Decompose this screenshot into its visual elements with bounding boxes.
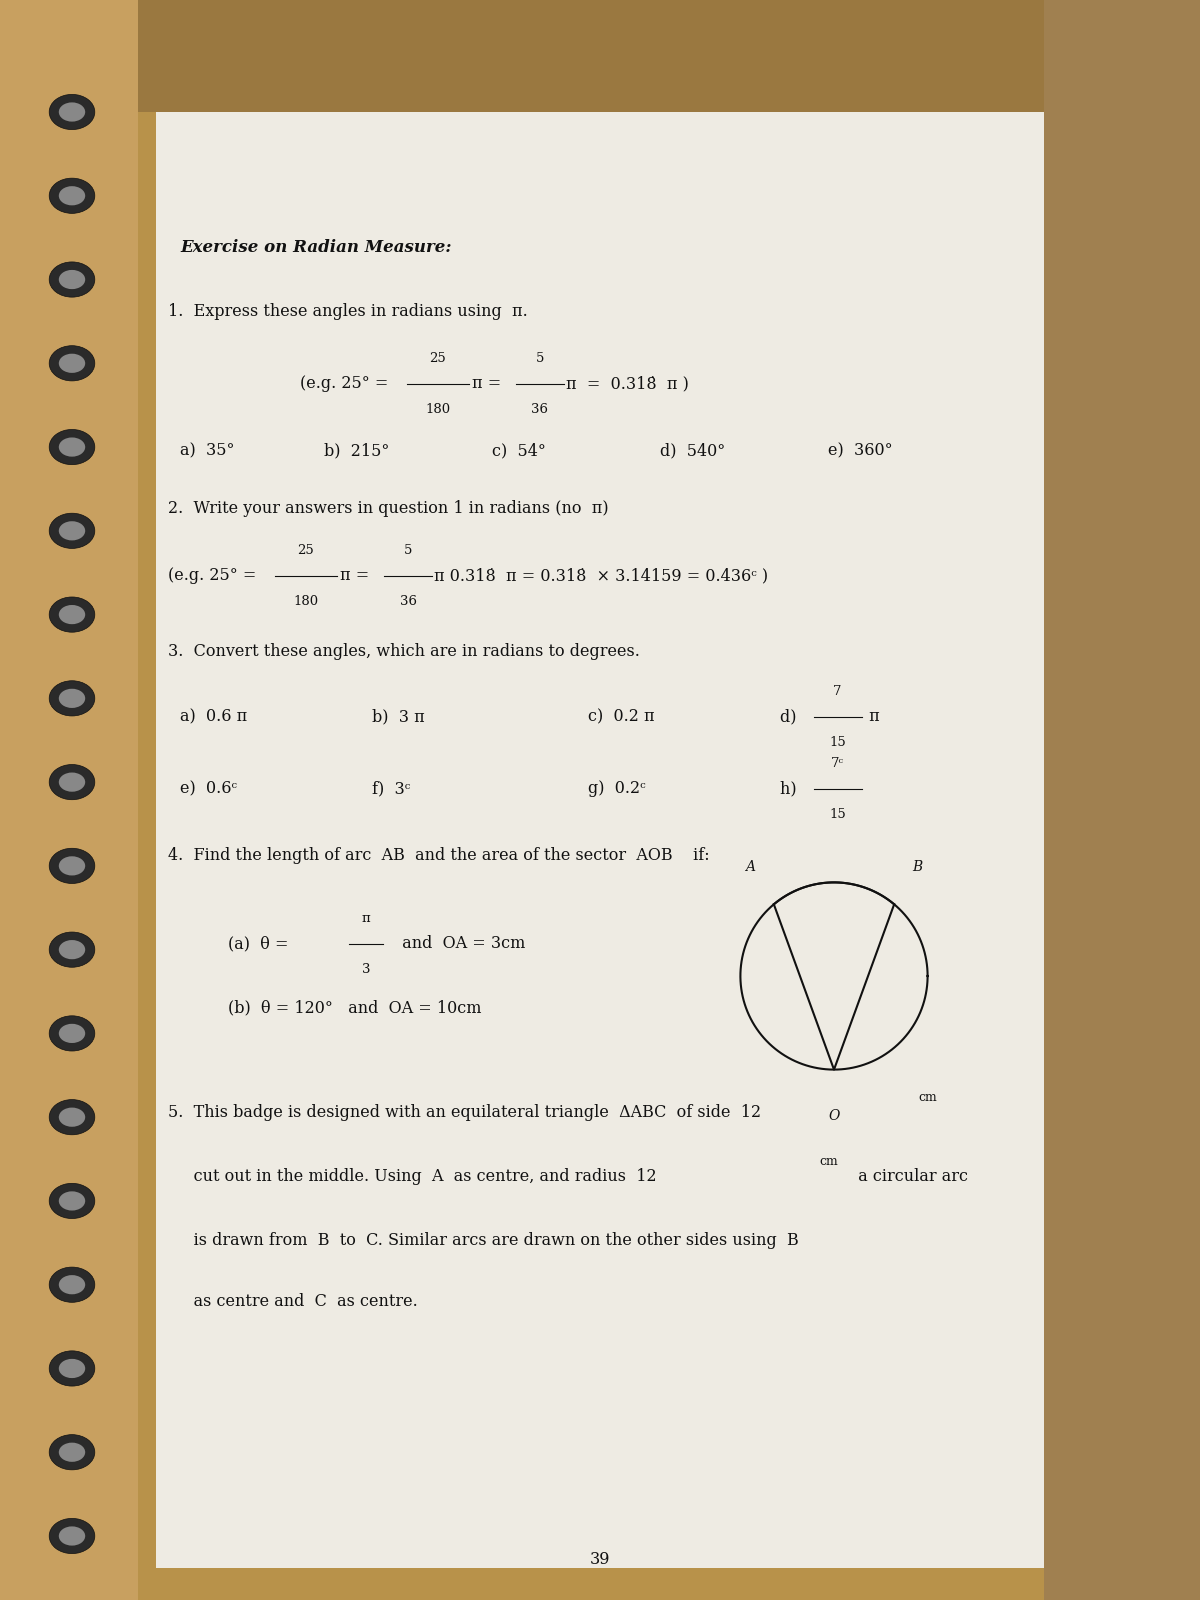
Ellipse shape — [59, 522, 85, 541]
Ellipse shape — [59, 1358, 85, 1378]
Text: 15: 15 — [829, 736, 846, 749]
Text: 5: 5 — [536, 352, 544, 365]
Ellipse shape — [59, 354, 85, 373]
Text: 36: 36 — [400, 595, 416, 608]
Text: π: π — [864, 709, 880, 725]
Text: 5.  This badge is designed with an equilateral triangle  ΔABC  of side  12: 5. This badge is designed with an equila… — [168, 1104, 761, 1122]
Ellipse shape — [59, 437, 85, 456]
Ellipse shape — [59, 1024, 85, 1043]
Text: 3: 3 — [361, 963, 371, 976]
Ellipse shape — [49, 1016, 95, 1051]
Text: g)  0.2ᶜ: g) 0.2ᶜ — [588, 781, 646, 797]
Text: 25: 25 — [430, 352, 446, 365]
Text: h): h) — [780, 781, 802, 797]
Text: π: π — [361, 912, 371, 925]
Text: 5: 5 — [404, 544, 412, 557]
Text: e)  0.6ᶜ: e) 0.6ᶜ — [180, 781, 238, 797]
Text: 1.  Express these angles in radians using  π.: 1. Express these angles in radians using… — [168, 304, 528, 320]
Ellipse shape — [49, 262, 95, 298]
Text: c)  54°: c) 54° — [492, 443, 546, 459]
Ellipse shape — [49, 1350, 95, 1386]
Ellipse shape — [49, 680, 95, 715]
Text: (e.g. 25° =: (e.g. 25° = — [168, 568, 262, 584]
Text: 15: 15 — [829, 808, 846, 821]
Text: 25: 25 — [298, 544, 314, 557]
Text: π =: π = — [340, 568, 374, 584]
Ellipse shape — [49, 1518, 95, 1554]
Text: 39: 39 — [589, 1552, 611, 1568]
Ellipse shape — [59, 1107, 85, 1126]
Ellipse shape — [49, 429, 95, 464]
Ellipse shape — [59, 270, 85, 290]
Ellipse shape — [49, 514, 95, 549]
Ellipse shape — [59, 856, 85, 875]
Text: e)  360°: e) 360° — [828, 443, 893, 459]
Text: (b)  θ = 120°   and  OA = 10cm: (b) θ = 120° and OA = 10cm — [228, 1000, 481, 1016]
Text: a)  35°: a) 35° — [180, 443, 234, 459]
FancyBboxPatch shape — [0, 0, 138, 1600]
Ellipse shape — [49, 848, 95, 883]
Text: B: B — [912, 859, 923, 874]
Ellipse shape — [59, 605, 85, 624]
Ellipse shape — [49, 178, 95, 213]
Text: 7: 7 — [833, 685, 842, 698]
Text: 2.  Write your answers in question 1 in radians (no  π): 2. Write your answers in question 1 in r… — [168, 501, 608, 517]
Text: 180: 180 — [426, 403, 450, 416]
Text: as centre and  C  as centre.: as centre and C as centre. — [168, 1293, 418, 1310]
Text: π  =  0.318̇  π ): π = 0.318̇ π ) — [566, 376, 689, 392]
Ellipse shape — [59, 941, 85, 960]
Text: (e.g. 25° =: (e.g. 25° = — [300, 376, 394, 392]
Text: 7ᶜ: 7ᶜ — [832, 757, 844, 770]
Ellipse shape — [59, 1275, 85, 1294]
Text: f)  3ᶜ: f) 3ᶜ — [372, 781, 410, 797]
Text: cm: cm — [918, 1091, 937, 1104]
Text: 36: 36 — [532, 403, 548, 416]
Ellipse shape — [59, 186, 85, 205]
Ellipse shape — [59, 1526, 85, 1546]
Text: Exercise on Radian Measure:: Exercise on Radian Measure: — [180, 240, 451, 256]
Text: 4.  Find the length of arc  AB  and the area of the sector  AOB    if:: 4. Find the length of arc AB and the are… — [168, 848, 709, 864]
Text: a circular arc: a circular arc — [848, 1168, 968, 1186]
Ellipse shape — [59, 773, 85, 792]
Text: a)  0.6 π: a) 0.6 π — [180, 709, 247, 725]
Ellipse shape — [49, 765, 95, 800]
Text: b)  215°: b) 215° — [324, 443, 389, 459]
FancyBboxPatch shape — [1044, 0, 1200, 1600]
Text: cm: cm — [820, 1155, 839, 1168]
Text: A: A — [745, 859, 756, 874]
FancyBboxPatch shape — [156, 48, 1056, 1568]
Ellipse shape — [59, 1443, 85, 1462]
Text: π =: π = — [472, 376, 506, 392]
Ellipse shape — [49, 1184, 95, 1219]
Ellipse shape — [49, 933, 95, 968]
Text: 3.  Convert these angles, which are in radians to degrees.: 3. Convert these angles, which are in ra… — [168, 643, 640, 659]
Ellipse shape — [49, 94, 95, 130]
Text: (a)  θ =: (a) θ = — [228, 936, 294, 952]
Text: 180: 180 — [294, 595, 318, 608]
Ellipse shape — [59, 102, 85, 122]
Ellipse shape — [49, 1435, 95, 1470]
Text: and  OA = 3cm: and OA = 3cm — [392, 936, 526, 952]
Ellipse shape — [49, 346, 95, 381]
Text: π 0.318̇  π = 0.318̇  × 3.14159 = 0.436ᶜ ): π 0.318̇ π = 0.318̇ × 3.14159 = 0.436ᶜ ) — [434, 568, 768, 584]
Ellipse shape — [59, 1192, 85, 1211]
FancyBboxPatch shape — [0, 0, 1200, 112]
Ellipse shape — [49, 1099, 95, 1134]
Text: cut out in the middle. Using  A  as centre, and radius  12: cut out in the middle. Using A as centre… — [168, 1168, 656, 1186]
Text: b)  3 π: b) 3 π — [372, 709, 425, 725]
Text: d): d) — [780, 709, 802, 725]
Ellipse shape — [59, 688, 85, 707]
Text: c)  0.2 π: c) 0.2 π — [588, 709, 655, 725]
Ellipse shape — [49, 1267, 95, 1302]
Text: is drawn from  B  to  C. Similar arcs are drawn on the other sides using  B: is drawn from B to C. Similar arcs are d… — [168, 1232, 799, 1250]
Text: d)  540°: d) 540° — [660, 443, 725, 459]
Text: O: O — [828, 1109, 840, 1123]
Ellipse shape — [49, 597, 95, 632]
